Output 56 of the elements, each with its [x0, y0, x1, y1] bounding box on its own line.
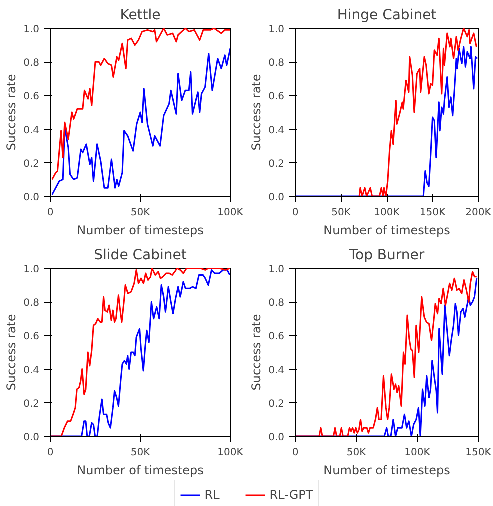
y-tick-label: 0.0 — [24, 432, 40, 444]
y-tick-label: 0.2 — [268, 158, 285, 170]
x-axis-title: Number of timesteps — [77, 464, 204, 478]
y-tick-label: 1.0 — [268, 24, 285, 36]
x-axis-title: Number of timesteps — [324, 464, 450, 478]
y-tick-label: 0.0 — [268, 432, 285, 444]
x-tick-label: 100K — [218, 448, 244, 458]
y-tick-label: 0.2 — [24, 158, 40, 170]
line-series — [358, 28, 478, 196]
y-tick-label: 0.8 — [268, 298, 285, 310]
y-tick-label: 1.0 — [24, 24, 40, 36]
x-tick-label: 50K — [130, 208, 151, 218]
x-tick-label: 100K — [404, 448, 431, 458]
x-tick-label: 0 — [292, 448, 299, 458]
y-tick-label: 0.0 — [24, 192, 40, 204]
x-tick-label: 200K — [466, 208, 492, 218]
x-tick-label: 0 — [47, 448, 54, 458]
y-tick-label: 0.4 — [24, 365, 40, 376]
x-tick-label: 150K — [466, 448, 492, 458]
x-tick-label: 50K — [130, 448, 151, 458]
chart-title: Top Burner — [348, 248, 425, 264]
legend-label: RL-GPT — [270, 488, 314, 502]
y-tick-label: 0.4 — [268, 125, 285, 136]
y-tick-label: 0.8 — [268, 58, 285, 70]
x-tick-label: 150K — [420, 208, 446, 218]
y-tick-label: 0.6 — [24, 92, 40, 103]
y-axis-title: Success rate — [250, 314, 264, 391]
y-tick-label: 0.4 — [24, 125, 40, 136]
y-tick-label: 0.2 — [268, 398, 285, 410]
x-axis-title: Number of timesteps — [324, 224, 450, 238]
y-tick-label: 0.0 — [268, 192, 285, 204]
x-tick-label: 100K — [374, 208, 400, 218]
y-tick-label: 0.8 — [24, 298, 40, 310]
x-tick-label: 100K — [218, 208, 244, 218]
line-series — [52, 28, 230, 180]
x-tick-label: 50K — [346, 448, 367, 458]
x-tick-label: 50K — [332, 208, 352, 218]
line-series — [52, 48, 230, 196]
y-tick-label: 0.6 — [268, 332, 285, 343]
y-axis-title: Success rate — [4, 74, 19, 151]
x-tick-label: 0 — [292, 208, 299, 218]
chart-title: Slide Cabinet — [94, 248, 188, 264]
legend-label: RL — [204, 488, 221, 502]
chart-title: Kettle — [120, 8, 161, 24]
y-tick-label: 0.8 — [24, 58, 40, 70]
chart-title: Hinge Cabinet — [337, 8, 438, 24]
x-tick-label: 0 — [47, 208, 54, 218]
x-axis-title: Number of timesteps — [77, 224, 204, 238]
y-tick-label: 0.2 — [24, 398, 40, 410]
y-tick-label: 0.6 — [24, 332, 40, 343]
y-tick-label: 0.4 — [268, 365, 285, 376]
y-axis-title: Success rate — [4, 314, 19, 391]
y-axis-title: Success rate — [250, 74, 264, 151]
y-tick-label: 0.6 — [268, 92, 285, 103]
y-tick-label: 1.0 — [268, 264, 285, 276]
y-tick-label: 1.0 — [24, 264, 40, 276]
